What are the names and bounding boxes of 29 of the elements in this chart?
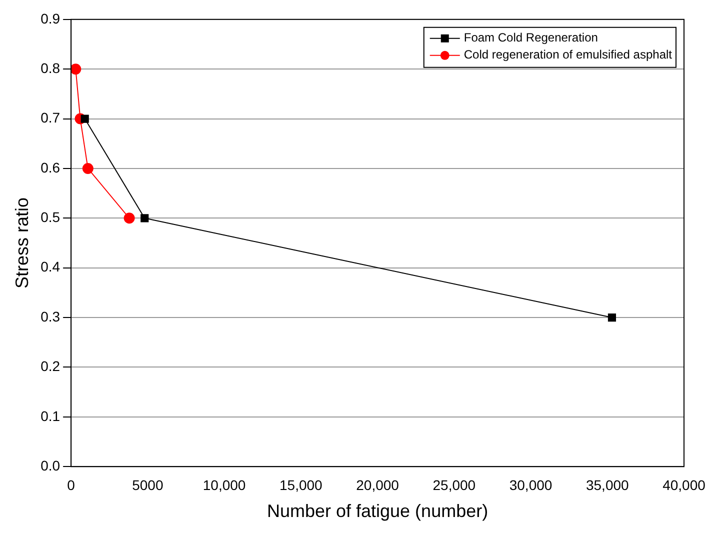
point <box>71 64 82 75</box>
point <box>124 212 135 224</box>
x-tick-label: 0 <box>67 476 76 493</box>
point <box>608 314 616 322</box>
x-tick-label: 35,000 <box>586 476 630 493</box>
y-tick-label: 0.6 <box>40 159 60 176</box>
x-tick-label: 30,000 <box>509 476 552 493</box>
x-tick-label: 20,000 <box>356 476 400 493</box>
point <box>80 114 89 123</box>
legend-label: Foam Cold Regeneration <box>464 30 598 45</box>
point <box>82 162 94 174</box>
x-tick-label: 5000 <box>132 476 164 493</box>
y-tick-label: 0.7 <box>40 110 60 126</box>
x-tick-label: 25,000 <box>432 476 476 493</box>
x-tick-label: 40,000 <box>662 476 706 493</box>
y-tick-label: 0.2 <box>40 358 60 374</box>
y-axis-title: Stress ratio <box>12 197 32 289</box>
y-tick-label: 0.3 <box>40 308 60 324</box>
y-tick-label: 0.9 <box>40 10 60 26</box>
legend-label: Cold regeneration of emulsified asphalt <box>464 48 673 62</box>
y-tick-label: 0.4 <box>40 258 60 275</box>
x-axis-title: Number of fatigue (number) <box>266 501 488 522</box>
x-tick-label: 10,000 <box>202 476 246 493</box>
y-tick-label: 0.0 <box>40 457 60 474</box>
y-tick-label: 0.5 <box>40 209 60 226</box>
x-tick-label: 15,000 <box>280 476 323 493</box>
y-tick-label: 0.8 <box>40 60 60 76</box>
point <box>140 214 149 222</box>
y-tick-label: 0.1 <box>40 408 60 424</box>
